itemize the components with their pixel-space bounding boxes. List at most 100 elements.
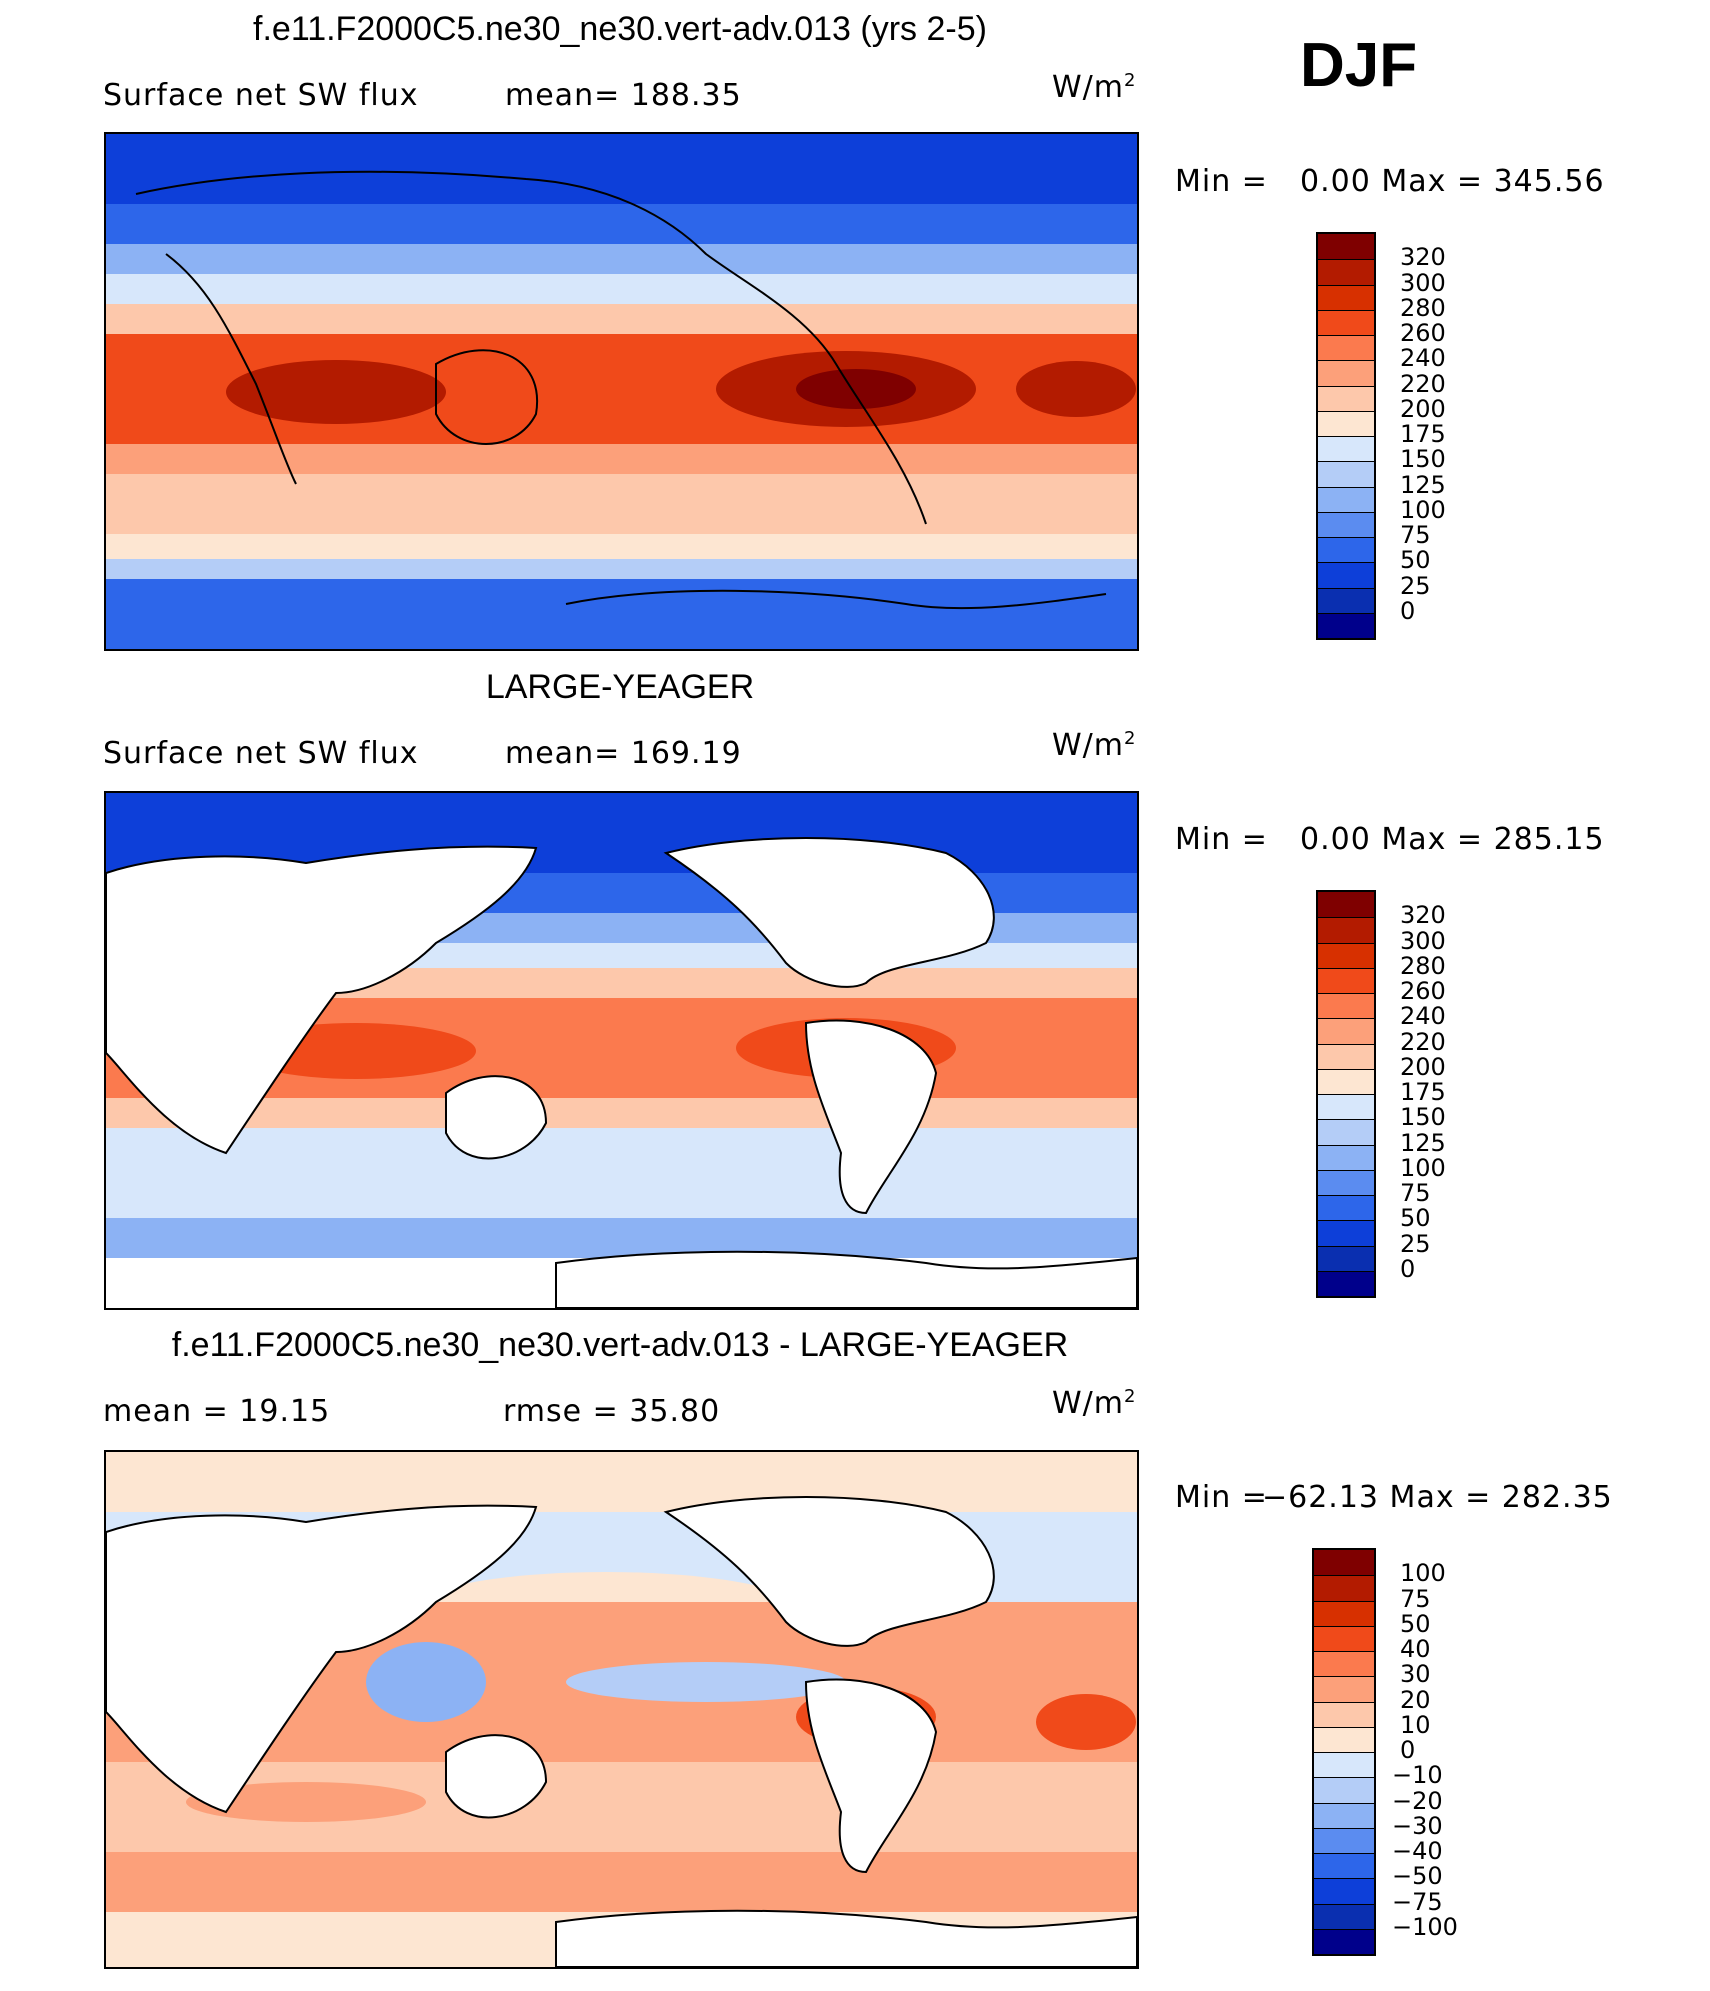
- colorbar-tick-label: 10: [1400, 1710, 1431, 1739]
- units-label: W/m2: [1052, 70, 1137, 105]
- colorbar-swatch: [1318, 1119, 1374, 1145]
- colorbar-swatch: [1318, 1195, 1374, 1221]
- colorbar-swatch: [1318, 511, 1374, 537]
- mean-label: mean = 19.15: [103, 1394, 331, 1429]
- colorbar-swatch: [1318, 1144, 1374, 1170]
- colorbar-tick-label: 40: [1400, 1635, 1431, 1663]
- colorbar-tick-label: 20: [1400, 1685, 1431, 1714]
- colorbar-swatch: [1318, 360, 1374, 386]
- contour-map: [106, 793, 1137, 1308]
- colorbar-tick-label: 240: [1400, 344, 1446, 373]
- colorbar-swatch: [1314, 1878, 1374, 1904]
- colorbar-tick-label: 260: [1400, 319, 1446, 347]
- min-label: Min =: [1175, 1480, 1268, 1515]
- colorbar-swatch: [1318, 461, 1374, 487]
- colorbar-tick-label: 320: [1400, 901, 1446, 930]
- colorbar-tick-label: 175: [1400, 420, 1446, 448]
- colorbar-swatch: [1318, 234, 1374, 260]
- colorbar-swatch: [1314, 1752, 1374, 1778]
- colorbar-swatch: [1314, 1676, 1374, 1702]
- colorbar-swatch: [1318, 385, 1374, 411]
- colorbar-swatch: [1314, 1827, 1374, 1853]
- colorbar-swatch: [1318, 486, 1374, 512]
- colorbar-tick-label: 100: [1400, 495, 1446, 524]
- colorbar-tick-label: 75: [1400, 1584, 1431, 1613]
- colorbar-tick-label: 280: [1400, 293, 1446, 322]
- colorbar-swatch: [1318, 1245, 1374, 1271]
- colorbar-tick-label: −75: [1392, 1887, 1443, 1916]
- colorbar-swatch: [1318, 436, 1374, 462]
- minmax-values: 0.00 Max = 345.56: [1300, 164, 1605, 199]
- colorbar-swatch: [1314, 1600, 1374, 1626]
- colorbar-swatch: [1318, 1270, 1374, 1296]
- colorbar: [1316, 890, 1376, 1298]
- colorbar-labels: 320 300 280 260 240 220 200 175 150 125 100 75 50 25 0: [1392, 232, 1472, 640]
- colorbar-tick-label: 300: [1400, 268, 1446, 297]
- colorbar-swatch: [1318, 587, 1374, 613]
- colorbar-tick-label: 150: [1400, 445, 1446, 474]
- colorbar-tick-label: 280: [1400, 951, 1446, 980]
- colorbar-tick-label: 0: [1400, 1736, 1416, 1764]
- colorbar-swatch: [1318, 993, 1374, 1019]
- colorbar-tick-label: 50: [1400, 1204, 1431, 1233]
- colorbar-tick-label: 150: [1400, 1103, 1446, 1132]
- colorbar-swatch: [1318, 1094, 1374, 1120]
- colorbar-tick-label: 240: [1400, 1002, 1446, 1031]
- colorbar-swatch: [1318, 612, 1374, 638]
- colorbar-tick-label: −100: [1392, 1912, 1458, 1941]
- colorbar-tick-label: 50: [1400, 546, 1431, 575]
- colorbar-labels: 320 300 280 260 240 220 200 175 150 125 100 75 50 25 0: [1392, 890, 1472, 1298]
- colorbar-swatch: [1314, 1777, 1374, 1803]
- colorbar-swatch: [1318, 1068, 1374, 1094]
- colorbar-tick-label: −10: [1392, 1761, 1443, 1790]
- colorbar-swatch: [1318, 1169, 1374, 1195]
- colorbar-tick-label: 320: [1400, 243, 1446, 272]
- colorbar-tick-label: 100: [1400, 1559, 1446, 1588]
- colorbar-swatch: [1314, 1625, 1374, 1651]
- colorbar-tick-label: 175: [1400, 1078, 1446, 1106]
- colorbar-tick-label: 25: [1400, 1229, 1431, 1258]
- colorbar-tick-label: 75: [1400, 521, 1431, 549]
- colorbar-swatch: [1318, 309, 1374, 335]
- colorbar-tick-label: 125: [1400, 1128, 1446, 1157]
- colorbar-swatch: [1314, 1802, 1374, 1828]
- colorbar-tick-label: 260: [1400, 977, 1446, 1005]
- minmax-values: 0.00 Max = 285.15: [1300, 822, 1605, 857]
- minmax-values: −62.13 Max = 282.35: [1262, 1480, 1613, 1515]
- colorbar-swatch: [1318, 335, 1374, 361]
- colorbar-swatch: [1318, 942, 1374, 968]
- panel-title: f.e11.F2000C5.ne30_ne30.vert-adv.013 - L…: [171, 1326, 1069, 1364]
- colorbar-swatch: [1318, 284, 1374, 310]
- panel-title: LARGE-YEAGER: [485, 668, 755, 706]
- colorbar-swatch: [1318, 967, 1374, 993]
- season-label: DJF: [1300, 31, 1418, 100]
- variable-label: Surface net SW flux: [103, 78, 419, 113]
- colorbar-tick-label: −20: [1392, 1786, 1443, 1815]
- units-label: W/m2: [1052, 1386, 1137, 1421]
- colorbar-swatch: [1318, 917, 1374, 943]
- panel-title: f.e11.F2000C5.ne30_ne30.vert-adv.013 (yr…: [253, 10, 987, 48]
- colorbar-swatch: [1314, 1853, 1374, 1879]
- colorbar-labels: 100 75 50 40 30 20 10 0 −10 −20 −30 −40 −50 −75 −100: [1392, 1548, 1472, 1956]
- colorbar-tick-label: 125: [1400, 470, 1446, 499]
- colorbar-swatch: [1314, 1651, 1374, 1677]
- colorbar-tick-label: 200: [1400, 1052, 1446, 1081]
- colorbar-swatch: [1318, 892, 1374, 918]
- colorbar-swatch: [1318, 259, 1374, 285]
- colorbar-swatch: [1318, 1220, 1374, 1246]
- colorbar-swatch: [1318, 410, 1374, 436]
- colorbar-tick-label: −40: [1392, 1837, 1443, 1865]
- colorbar-swatch: [1314, 1928, 1374, 1954]
- colorbar-swatch: [1314, 1701, 1374, 1727]
- colorbar-swatch: [1314, 1550, 1374, 1576]
- rmse-label: rmse = 35.80: [503, 1394, 721, 1429]
- colorbar-tick-label: −50: [1392, 1862, 1443, 1891]
- colorbar-tick-label: 200: [1400, 394, 1446, 423]
- colorbar-tick-label: 50: [1400, 1609, 1431, 1638]
- map-panel: [104, 791, 1139, 1310]
- colorbar-tick-label: 30: [1400, 1660, 1431, 1689]
- units-label: W/m2: [1052, 728, 1137, 763]
- min-label: Min =: [1175, 822, 1268, 857]
- colorbar-swatch: [1318, 562, 1374, 588]
- contour-map: [106, 1452, 1137, 1967]
